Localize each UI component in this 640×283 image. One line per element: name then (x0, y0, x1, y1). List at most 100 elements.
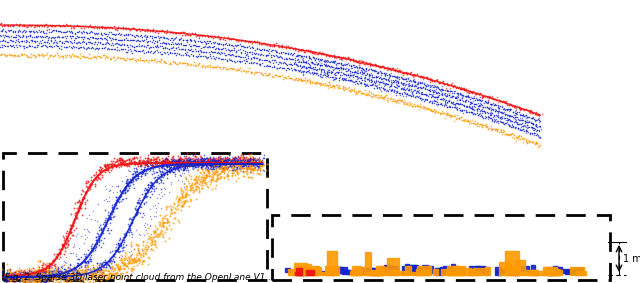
Point (64, 230, 74, 235)
Point (138, 196, 148, 200)
Point (233, 158, 243, 163)
Point (55, 29, 65, 33)
Point (286, 44, 296, 49)
Point (340, 54, 350, 59)
Point (490, 97, 500, 101)
Point (361, 83, 371, 87)
Point (100, 37, 111, 41)
Point (74, 200, 84, 205)
Point (408, 94, 418, 98)
Point (154, 231, 164, 236)
Point (161, 207, 171, 211)
Point (295, 64, 305, 68)
Point (42, 33, 52, 38)
Point (184, 54, 195, 59)
Point (123, 26, 133, 31)
Point (330, 70, 340, 75)
Point (454, 117, 464, 121)
Point (156, 222, 166, 227)
Point (534, 136, 545, 140)
Point (30, 280, 40, 283)
Point (214, 166, 224, 171)
Point (500, 112, 511, 116)
Point (38, 276, 48, 280)
Point (526, 125, 536, 129)
Point (358, 91, 368, 95)
Point (114, 267, 124, 272)
Point (15, 271, 25, 276)
Point (232, 37, 242, 42)
Point (217, 166, 227, 171)
Point (70, 266, 80, 271)
Point (207, 175, 217, 180)
Point (128, 258, 138, 263)
Point (225, 160, 236, 164)
Point (328, 59, 339, 64)
Point (285, 52, 295, 57)
Point (451, 101, 461, 106)
Point (17, 33, 28, 37)
Point (116, 199, 127, 203)
Point (316, 75, 326, 79)
Point (186, 183, 196, 187)
Point (285, 46, 295, 51)
Point (169, 157, 179, 162)
Point (238, 68, 248, 72)
Point (17, 278, 28, 283)
Point (379, 71, 389, 76)
Point (95, 267, 106, 272)
Point (180, 61, 191, 65)
Point (412, 86, 422, 90)
Point (82, 36, 92, 40)
Point (73, 55, 83, 59)
Point (436, 102, 446, 106)
Point (32, 45, 42, 49)
Point (26, 52, 36, 56)
Point (52, 53, 63, 57)
Point (445, 104, 456, 109)
Point (79, 274, 90, 278)
Point (177, 179, 188, 184)
Point (74, 273, 84, 278)
Point (352, 60, 362, 65)
Point (209, 161, 219, 166)
Point (150, 239, 160, 243)
Point (534, 115, 545, 120)
Point (371, 63, 381, 68)
Point (451, 85, 461, 89)
Point (147, 180, 157, 185)
Point (157, 159, 168, 164)
Point (160, 156, 170, 161)
Point (227, 163, 237, 167)
Point (238, 155, 248, 159)
Point (230, 159, 241, 164)
Point (92, 261, 102, 266)
Point (198, 175, 209, 180)
Point (176, 188, 186, 192)
Point (241, 163, 251, 167)
Point (339, 66, 349, 71)
Point (242, 49, 252, 54)
Point (141, 164, 152, 169)
Point (19, 269, 29, 273)
Point (173, 166, 184, 171)
Point (72, 263, 83, 267)
Point (119, 237, 129, 242)
Point (371, 69, 381, 74)
Point (48, 275, 58, 280)
Point (531, 128, 541, 132)
Point (225, 160, 235, 164)
Point (375, 65, 385, 69)
Point (209, 160, 219, 165)
Point (198, 38, 209, 43)
Point (197, 160, 207, 164)
Point (431, 109, 441, 113)
Point (118, 24, 129, 29)
Point (29, 272, 40, 277)
Point (419, 77, 429, 81)
Point (315, 57, 325, 61)
Point (164, 169, 174, 173)
Point (4, 53, 15, 57)
Point (36, 44, 47, 49)
Point (233, 162, 243, 166)
